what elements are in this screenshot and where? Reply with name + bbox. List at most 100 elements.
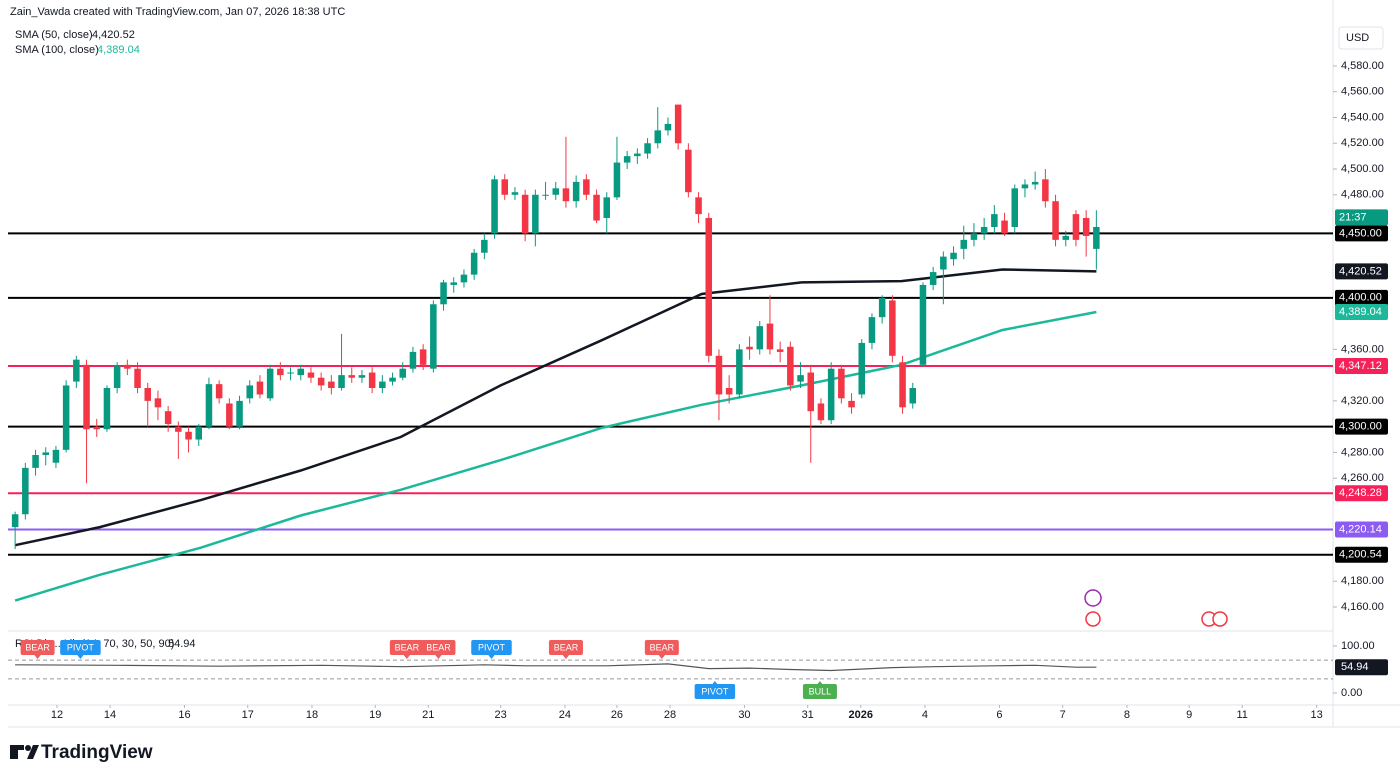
candle-body [980, 226, 988, 234]
candle-body [399, 368, 407, 378]
x-tick-label: 9 [1186, 709, 1192, 721]
badge-label: BULL [809, 686, 832, 696]
candle-body [83, 364, 90, 430]
legend-name: SMA (100, close) [15, 44, 99, 56]
logo-mark [10, 745, 18, 759]
event-icon [1084, 589, 1102, 607]
level-label-bg [1335, 546, 1388, 563]
candle-body [1082, 217, 1090, 236]
candle-body [868, 317, 876, 343]
candle-body [246, 385, 254, 399]
currency: USD [1346, 32, 1369, 44]
badge-label: BEAR [395, 642, 420, 652]
candle-body [736, 349, 743, 395]
rsi-tick-label: 0.00 [1341, 687, 1362, 699]
x-tick-label: 24 [559, 709, 571, 721]
candle-body [195, 426, 203, 440]
badge-label: BEAR [426, 642, 451, 652]
badge-pointer [561, 654, 570, 659]
y-tick-label: 4,280.00 [1341, 446, 1384, 458]
y-tick-label: 4,560.00 [1341, 86, 1384, 98]
candle-body [164, 411, 172, 425]
logo-mark [25, 745, 31, 751]
rsi-label-bg [1335, 659, 1388, 676]
x-tick-label: 31 [802, 709, 814, 721]
legend-value: 4,389.04 [97, 44, 140, 56]
candle-body [797, 375, 804, 382]
candle-body [287, 372, 294, 374]
candle-body [593, 194, 600, 221]
candle-body [93, 426, 101, 430]
candle-body [899, 362, 906, 408]
badge [421, 640, 456, 655]
y-tick-label: 4,500.00 [1341, 163, 1384, 175]
candle-body [409, 351, 417, 369]
candle-body [878, 297, 886, 318]
candle-body [256, 381, 264, 395]
candle-body [430, 304, 437, 369]
candle-body [22, 467, 29, 515]
candle-body [960, 239, 968, 249]
candle-body [807, 372, 815, 412]
candle-body [470, 252, 478, 275]
rsi-label: 54.94 [1341, 661, 1369, 673]
candle-body [715, 355, 723, 395]
candle-body [776, 349, 784, 352]
candle-body [827, 368, 835, 421]
candle-body [277, 368, 284, 376]
badge-pointer [434, 654, 443, 659]
candle-body [1021, 184, 1029, 189]
sma-label: 4,389.04 [1339, 306, 1382, 318]
countdown-bg [1335, 209, 1388, 226]
candle-body [817, 403, 825, 421]
candle-body [511, 192, 519, 195]
candle-body [419, 349, 427, 365]
badge-pointer [657, 654, 666, 659]
candle-body [889, 300, 896, 356]
x-tick-label: 7 [1060, 709, 1066, 721]
y-tick-label: 4,480.00 [1341, 189, 1384, 201]
candle-body [664, 123, 672, 131]
candle-body [307, 372, 315, 378]
badge [471, 640, 512, 655]
candle-body [42, 452, 50, 455]
x-tick-label: 18 [306, 709, 318, 721]
candle-body [52, 449, 60, 463]
candle-body [613, 162, 621, 198]
candle-body [154, 398, 162, 408]
footer: TradingView [41, 742, 153, 763]
x-tick-label: 11 [1237, 709, 1248, 721]
y-tick-label: 4,320.00 [1341, 395, 1384, 407]
badge [644, 640, 679, 655]
candle-body [338, 375, 345, 389]
candle-body [144, 388, 152, 401]
candle-body [838, 368, 845, 399]
candle-body [552, 188, 560, 195]
badge-label: PIVOT [67, 642, 95, 652]
candle-body [440, 282, 447, 305]
candle-body [1031, 181, 1039, 185]
candle-body [501, 179, 509, 195]
candle-body [103, 388, 111, 430]
x-tick-label: 23 [495, 709, 507, 721]
sma-line [14, 268, 1097, 547]
currency-box[interactable] [1338, 26, 1384, 50]
legend-name: SMA (50, close) [15, 29, 93, 41]
candle-body [705, 217, 713, 356]
badge-label: BEAR [25, 642, 50, 652]
candle-body [634, 153, 641, 157]
badge-label: BEAR [554, 642, 579, 652]
candle-body [950, 252, 957, 260]
candle-body [297, 368, 305, 376]
x-tick-label: 19 [369, 709, 381, 721]
candle-body [185, 431, 192, 440]
rsi-value: 54.94 [168, 638, 196, 650]
y-tick-label: 4,360.00 [1341, 343, 1384, 355]
candle-body [175, 426, 182, 432]
candle-body [532, 194, 539, 234]
candle-body [603, 197, 611, 218]
x-tick-label: 6 [996, 709, 1002, 721]
candle-body [858, 342, 866, 395]
x-tick-label: 4 [922, 709, 928, 721]
countdown: 21:37 [1339, 211, 1367, 223]
